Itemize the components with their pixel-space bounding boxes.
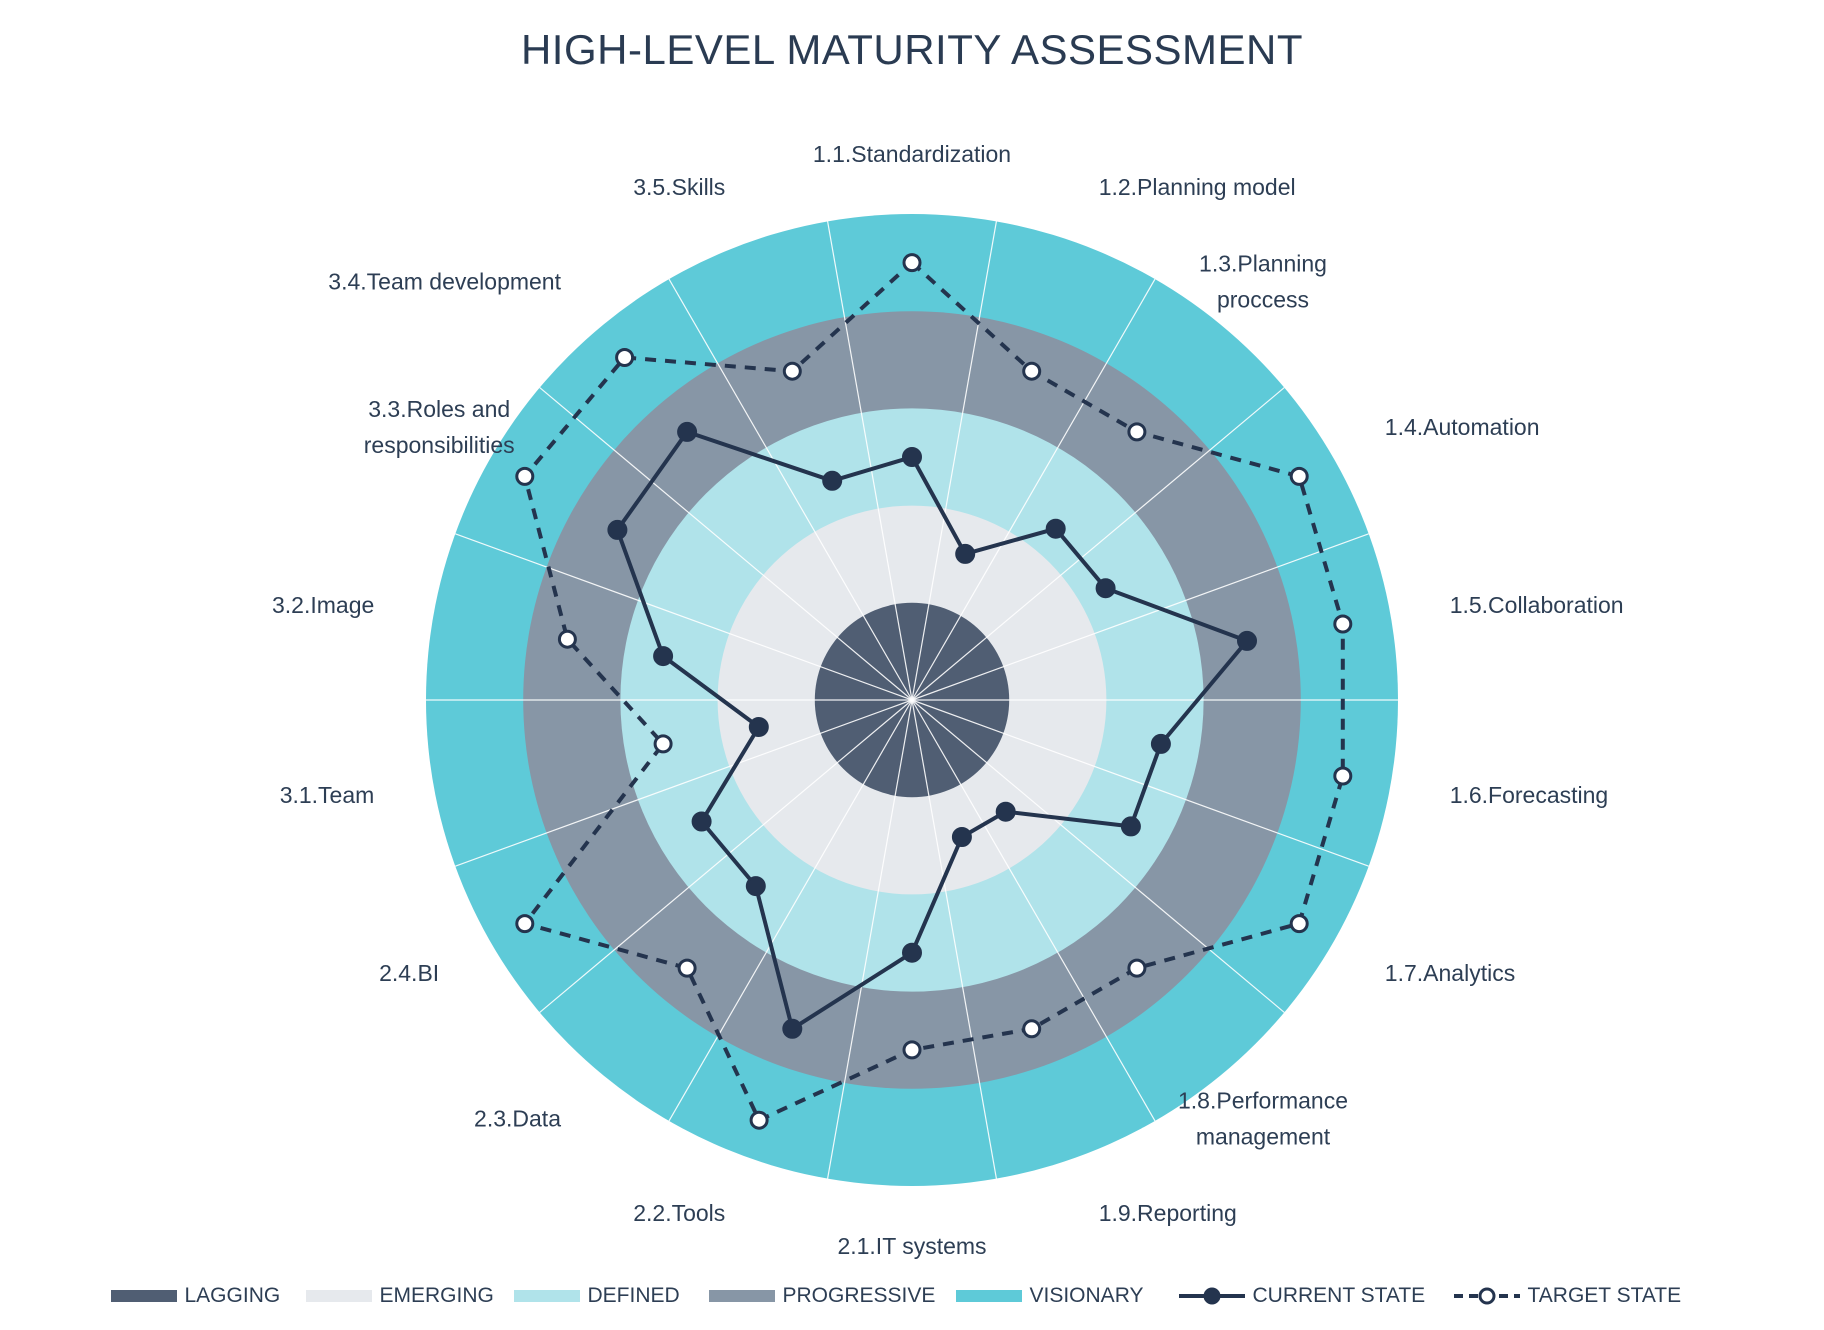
data-point <box>745 876 766 897</box>
data-point <box>1127 422 1147 442</box>
spoke-line <box>911 221 997 701</box>
spoke-line <box>668 278 913 701</box>
data-point <box>557 629 577 649</box>
legend-line-marker <box>1178 1287 1245 1305</box>
spoke-line <box>911 387 1285 701</box>
category-label: 1.5.Collaboration <box>1450 592 1624 618</box>
data-point <box>951 827 972 847</box>
data-point <box>653 646 674 667</box>
spoke-line <box>455 533 913 701</box>
data-point <box>1289 914 1309 934</box>
legend-item-lagging: LAGGING <box>110 1280 281 1312</box>
data-point <box>1289 466 1309 486</box>
legend-label: EMERGING <box>379 1284 494 1307</box>
data-point <box>677 421 698 442</box>
data-point <box>748 717 769 737</box>
spoke-line <box>455 699 913 867</box>
category-label: 1.6.Forecasting <box>1450 782 1609 808</box>
data-point <box>1120 816 1141 837</box>
legend-swatch <box>708 1290 775 1302</box>
legend-label: CURRENT STATE <box>1252 1284 1426 1307</box>
category-label: 1.2.Planning model <box>1099 174 1296 200</box>
legend-label: PROGRESSIVE <box>782 1284 936 1307</box>
data-point <box>653 734 673 754</box>
category-label: 3.3.Roles and responsibilities <box>364 396 515 458</box>
legend-swatch <box>110 1290 177 1302</box>
category-labels: 1.1.Standardization 1.2.Planning model 1.3… <box>272 141 1624 1259</box>
category-label: 2.2.Tools <box>633 1200 725 1226</box>
spoke-line <box>539 699 913 1013</box>
legend-item-emerging: EMERGING <box>305 1280 494 1312</box>
data-point <box>902 447 922 467</box>
data-point <box>1095 578 1116 599</box>
category-label: 3.4.Team development <box>328 269 561 295</box>
legend-label: LAGGING <box>184 1284 281 1307</box>
category-label: 1.4.Automation <box>1385 414 1540 440</box>
data-point <box>995 801 1016 822</box>
data-point <box>691 811 712 832</box>
data-point <box>1333 614 1353 634</box>
data-point <box>822 470 843 491</box>
data-point <box>615 348 635 367</box>
legend-label: TARGET STATE <box>1527 1284 1682 1307</box>
spoke-line <box>911 699 1156 1122</box>
series-layer <box>515 253 1353 1130</box>
data-point <box>955 543 976 564</box>
category-label: 1.1.Standardization <box>813 141 1011 167</box>
spoke-line <box>911 699 1285 1013</box>
category-label: 3.2.Image <box>272 592 374 618</box>
spoke-line <box>911 533 1369 701</box>
category-label: 2.4.BI <box>379 960 439 986</box>
data-point <box>607 519 628 540</box>
category-label: 3.1.Team <box>280 782 375 808</box>
category-label: 1.9.Reporting <box>1099 1200 1237 1226</box>
data-point <box>1045 518 1066 539</box>
category-label: 2.3.Data <box>474 1105 561 1131</box>
spoke-line <box>668 699 913 1122</box>
data-point <box>1127 958 1147 978</box>
spoke-line <box>827 221 913 701</box>
category-label: 1.7.Analytics <box>1385 960 1515 986</box>
category-label: 3.5.Skills <box>633 174 725 200</box>
series-target-state <box>515 253 1353 1130</box>
legend-swatch <box>955 1290 1022 1302</box>
spoke-line <box>911 699 997 1179</box>
legend-label: DEFINED <box>587 1284 680 1307</box>
data-point <box>515 914 535 934</box>
data-point <box>1150 733 1171 754</box>
chart-title: HIGH-LEVEL MATURITY ASSESSMENT <box>520 26 1304 73</box>
spoke-line <box>539 387 913 701</box>
data-point <box>1333 766 1353 786</box>
data-point <box>1022 1019 1042 1039</box>
legend-item-current-state: CURRENT STATE <box>1177 1280 1426 1312</box>
data-point <box>902 942 922 963</box>
legend-item-visionary: VISIONARY <box>955 1280 1144 1312</box>
legend-swatch <box>513 1290 580 1302</box>
data-point <box>749 1110 769 1130</box>
data-point <box>1237 630 1257 651</box>
legend-item-target-state: TARGET STATE <box>1452 1280 1682 1312</box>
legend: LAGGING EMERGING DEFINED PROGRESSIVE VISIONA… <box>0 1280 1824 1312</box>
category-label: 1.3.Planning proccess <box>1199 251 1327 313</box>
category-label: 2.1.IT systems <box>837 1233 986 1259</box>
category-spokes <box>426 221 1398 1179</box>
legend-label: VISIONARY <box>1029 1284 1144 1307</box>
spoke-line <box>827 699 913 1179</box>
data-point <box>782 1018 803 1039</box>
data-point <box>677 958 697 978</box>
legend-item-progressive: PROGRESSIVE <box>708 1280 936 1312</box>
category-label: 1.8.Performance management <box>1178 1087 1348 1149</box>
data-point <box>1022 361 1042 381</box>
data-point <box>902 253 922 273</box>
spoke-line <box>911 699 1369 867</box>
data-point <box>902 1040 922 1060</box>
data-point <box>515 466 535 486</box>
spoke-line <box>911 278 1156 701</box>
legend-item-defined: DEFINED <box>513 1280 680 1312</box>
legend-swatch <box>305 1290 372 1302</box>
data-point <box>782 361 802 381</box>
legend-line-marker <box>1453 1287 1520 1305</box>
radar-chart: 1.1.Standardization 1.2.Planning model 1.3… <box>272 141 1624 1259</box>
series-current-state <box>607 421 1257 1039</box>
